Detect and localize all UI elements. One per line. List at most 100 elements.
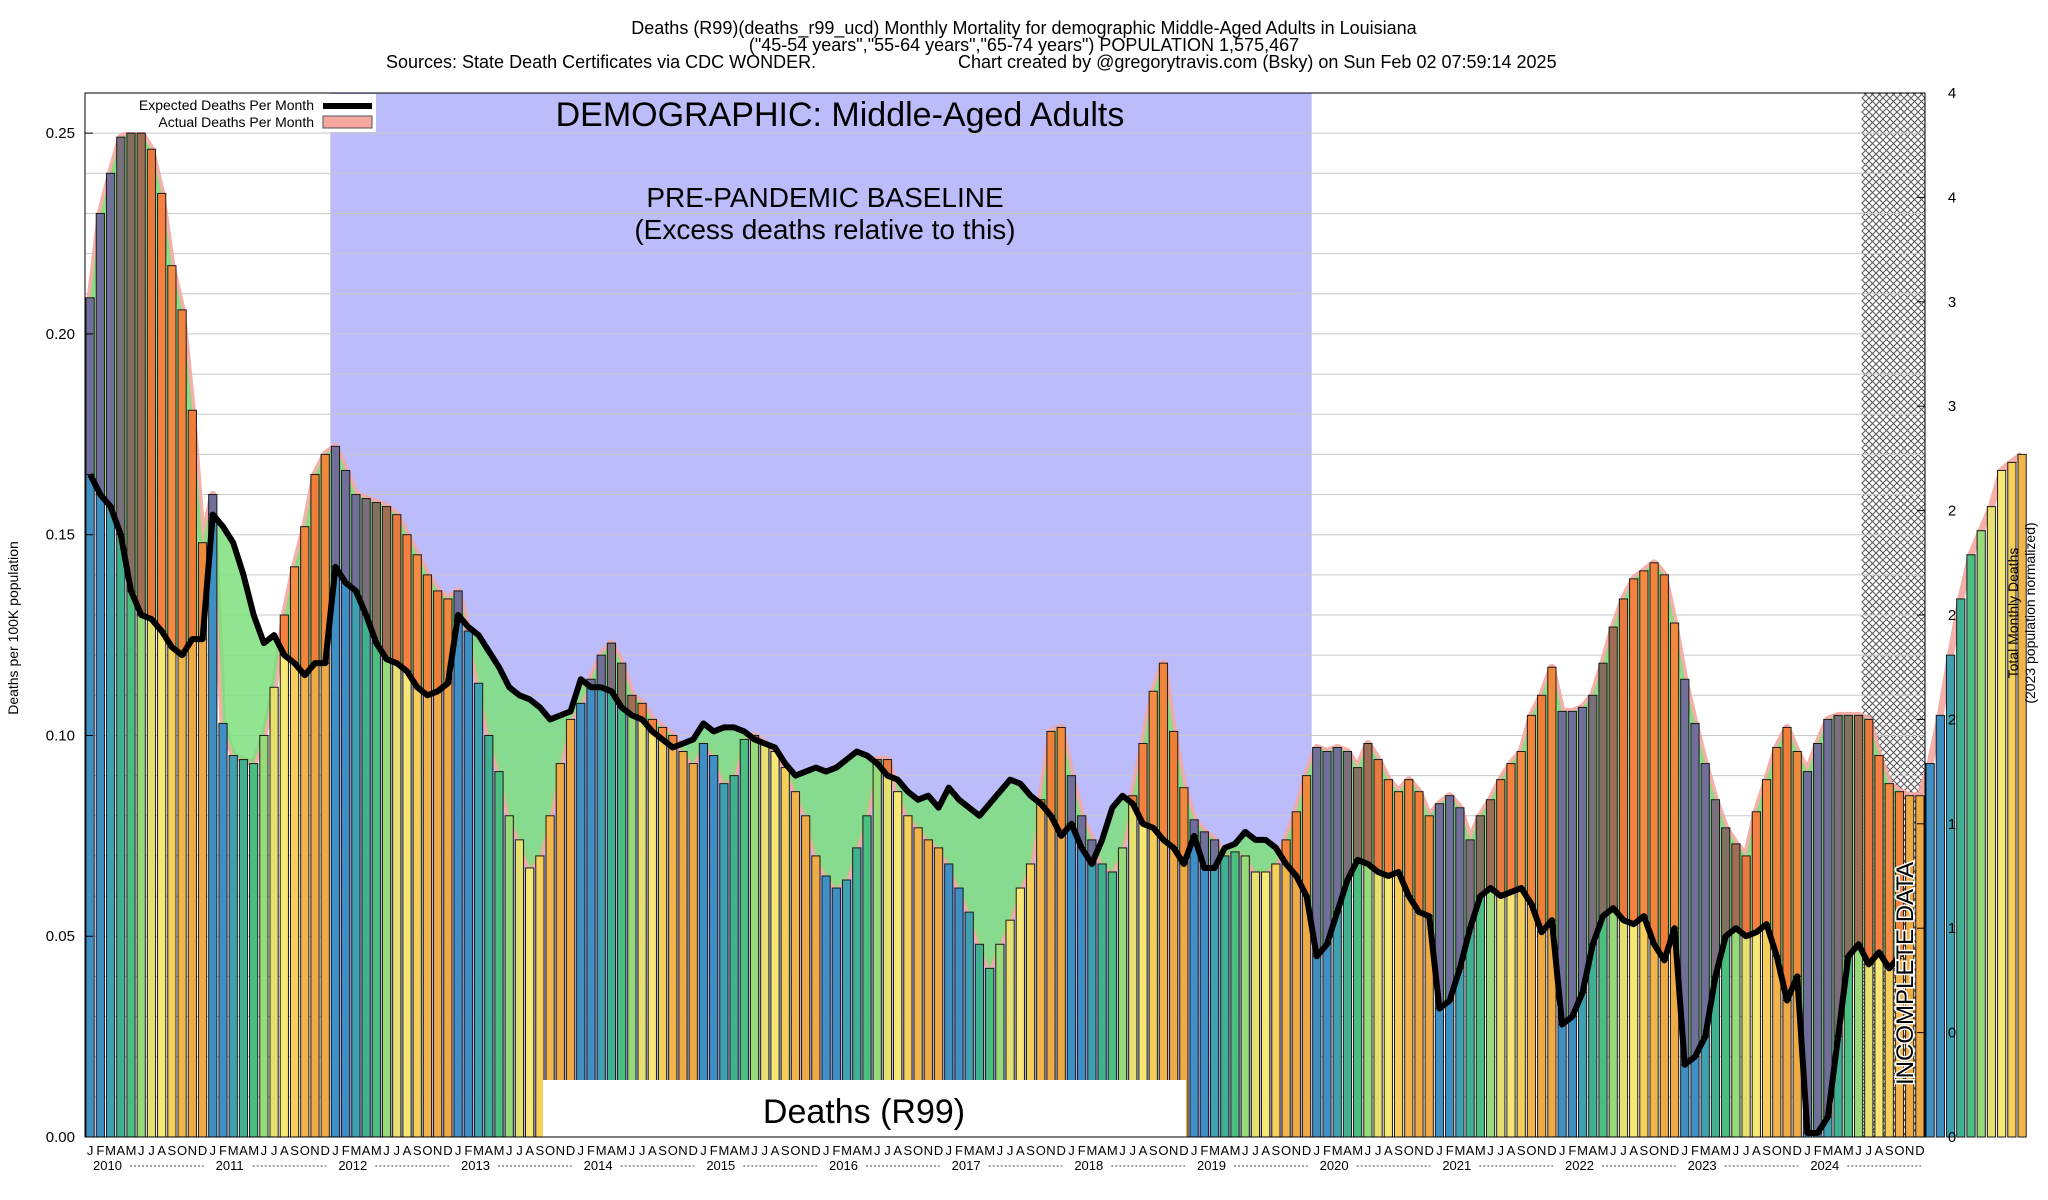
bar-excess: [1496, 779, 1506, 897]
bar-actual: [1731, 927, 1741, 1138]
x-month-label: S: [413, 1143, 422, 1158]
x-year-label: 2023: [1688, 1158, 1717, 1173]
bar-excess: [596, 654, 606, 688]
x-month-label: M: [473, 1143, 484, 1158]
bar-excess: [85, 297, 95, 475]
x-month-label: J: [823, 1143, 830, 1158]
bar-actual: [749, 738, 760, 1138]
bar-excess: [1353, 767, 1363, 861]
x-month-label: D: [1425, 1143, 1434, 1158]
bar-actual: [402, 670, 412, 1138]
bar-actual: [463, 630, 473, 1138]
x-month-label: S: [536, 1143, 545, 1158]
x-month-label: D: [321, 1143, 330, 1158]
bar-excess: [412, 554, 422, 688]
bar-actual: [1189, 835, 1199, 1138]
x-month-label: M: [1700, 1143, 1711, 1158]
bar-actual: [1986, 506, 1997, 1138]
bar-actual: [637, 718, 647, 1138]
x-month-label: O: [1158, 1143, 1168, 1158]
y2-tick-label: 1: [1948, 816, 1956, 833]
x-month-label: O: [1281, 1143, 1291, 1158]
bar-excess: [1710, 799, 1721, 977]
bar-excess: [1813, 742, 1823, 1134]
bar-excess: [208, 494, 218, 516]
x-month-label: O: [913, 1143, 923, 1158]
bar-excess: [1721, 827, 1731, 937]
y2-tick-label: 3: [1948, 294, 1956, 311]
bar-actual: [1373, 871, 1383, 1138]
x-month-label: J: [1487, 1143, 1494, 1158]
bar-actual: [1199, 867, 1209, 1138]
y2-tick-label: 2: [1948, 711, 1956, 728]
chart-title-line1: Deaths (R99)(deaths_r99_ucd) Monthly Mor…: [631, 18, 1417, 38]
x-month-label: O: [1894, 1143, 1904, 1158]
bar-actual: [218, 722, 228, 1138]
bar-excess: [1577, 706, 1588, 993]
bar-actual: [565, 718, 576, 1138]
x-month-label: A: [1343, 1143, 1352, 1158]
x-year-label: 2015: [706, 1158, 735, 1173]
bar-actual: [105, 506, 116, 1138]
bar-excess: [136, 132, 146, 616]
bar-excess: [1526, 714, 1537, 905]
bar-actual: [1383, 875, 1393, 1138]
bar-actual: [1618, 919, 1629, 1138]
bar-excess: [146, 148, 157, 620]
bar-excess: [157, 192, 167, 632]
bar-actual: [249, 763, 259, 1138]
x-month-label: S: [168, 1143, 177, 1158]
bar-excess: [1690, 722, 1700, 1058]
x-month-label: D: [1793, 1143, 1802, 1158]
bar-actual: [1761, 923, 1772, 1138]
bar-actual: [116, 534, 126, 1138]
x-month-label: M: [1107, 1143, 1118, 1158]
x-month-label: O: [1036, 1143, 1046, 1158]
x-month-label: A: [1752, 1143, 1761, 1158]
x-month-label: M: [1598, 1143, 1609, 1158]
bar-actual: [1240, 855, 1250, 1138]
bar-excess: [351, 494, 361, 592]
bar-excess: [433, 590, 443, 692]
y-tick-label: 0.00: [46, 1129, 75, 1146]
cause-label-box: [543, 1080, 1186, 1137]
x-month-label: M: [1352, 1143, 1363, 1158]
bar-excess: [453, 590, 463, 616]
x-month-label: J: [1119, 1143, 1126, 1158]
bar-excess: [126, 132, 136, 592]
x-month-label: O: [300, 1143, 310, 1158]
x-month-label: N: [1782, 1143, 1791, 1158]
bar-excess: [1618, 598, 1629, 921]
bar-actual: [484, 734, 494, 1138]
x-month-label: O: [668, 1143, 678, 1158]
bar-excess: [1291, 811, 1301, 877]
x-month-label: N: [188, 1143, 197, 1158]
y-axis-label-right-line2: (2023 population normalized): [2022, 522, 2038, 704]
y2-tick-label: 4: [1948, 189, 1956, 206]
x-month-label: M: [964, 1143, 975, 1158]
x-month-label: A: [280, 1143, 289, 1158]
bar-actual: [269, 686, 279, 1138]
x-month-label: F: [710, 1143, 718, 1158]
bar-excess: [1731, 843, 1741, 929]
x-month-label: F: [1691, 1143, 1699, 1158]
bar-excess: [1148, 690, 1158, 829]
bar-actual: [1506, 891, 1516, 1138]
legend-item-actual: Actual Deaths Per Month: [158, 114, 314, 130]
bar-actual: [1465, 927, 1475, 1138]
x-month-label: N: [1537, 1143, 1546, 1158]
bar-actual: [330, 566, 341, 1138]
x-month-label: D: [1057, 1143, 1066, 1158]
bar-actual: [157, 630, 167, 1138]
bar-actual: [514, 839, 525, 1138]
bar-actual: [1301, 895, 1312, 1138]
bar-actual: [1966, 554, 1976, 1138]
sources-text: Sources: State Death Certificates via CD…: [386, 52, 817, 72]
x-month-label: M: [718, 1143, 729, 1158]
x-month-label: A: [730, 1143, 739, 1158]
bar-actual: [1997, 469, 2007, 1138]
x-month-label: A: [484, 1143, 493, 1158]
bar-actual: [1690, 1056, 1700, 1138]
x-month-label: A: [116, 1143, 125, 1158]
